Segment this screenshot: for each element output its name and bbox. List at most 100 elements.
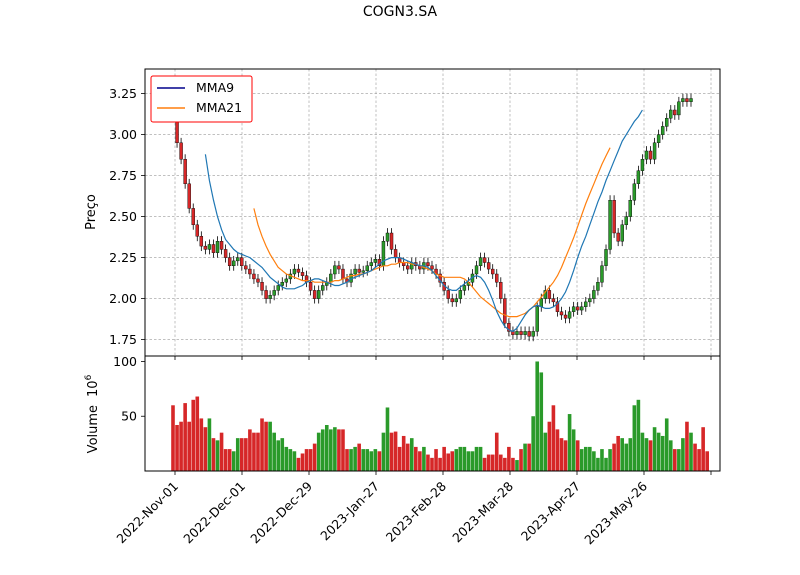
x-tick-label: 2023-May-26 xyxy=(581,478,650,547)
volume-bar xyxy=(539,372,544,471)
x-tick-label: 2022-Nov-01 xyxy=(113,479,181,547)
volume-bar xyxy=(405,443,410,471)
candle-body xyxy=(491,268,495,275)
volume-bars xyxy=(171,361,709,471)
volume-bar xyxy=(486,454,491,471)
candle-body xyxy=(219,240,224,250)
candle-body xyxy=(373,259,378,263)
candle-body xyxy=(681,98,685,102)
candle-body xyxy=(187,183,191,209)
volume-bar xyxy=(583,446,588,471)
volume-bar xyxy=(187,421,191,471)
candle-body xyxy=(604,249,608,266)
candle-body xyxy=(312,290,317,299)
volume-y-label-power: 6 xyxy=(84,374,94,380)
x-tick-label: 2023-Mar-28 xyxy=(449,478,516,545)
candle-body xyxy=(559,311,564,316)
volume-bar xyxy=(430,457,434,471)
volume-bar xyxy=(207,418,212,471)
candle-body xyxy=(551,298,556,303)
volume-bar xyxy=(199,418,204,471)
volume-bar xyxy=(648,440,653,471)
volume-bar xyxy=(409,438,414,471)
volume-bar xyxy=(239,438,244,471)
candle-body xyxy=(430,265,434,270)
candle-body xyxy=(535,306,539,332)
volume-bar xyxy=(304,449,309,471)
volume-bar xyxy=(551,405,556,471)
candle-body xyxy=(673,109,677,116)
price-ytick-label: 1.75 xyxy=(109,332,137,347)
candle-body xyxy=(406,265,410,270)
x-tick-label: 2023-Apr-27 xyxy=(518,479,583,544)
volume-bar xyxy=(527,443,531,471)
volume-bar xyxy=(507,446,511,471)
volume-bar xyxy=(179,421,183,471)
candle-body xyxy=(539,298,543,308)
volume-ytick-label: 50 xyxy=(121,409,137,424)
volume-bar xyxy=(357,443,361,471)
volume-bar xyxy=(531,416,535,471)
volume-bar xyxy=(365,449,370,471)
candle-body xyxy=(361,270,365,273)
volume-bar xyxy=(393,431,398,471)
volume-bar xyxy=(219,432,224,471)
candle-body xyxy=(292,268,297,275)
candle-body xyxy=(677,101,681,116)
volume-bar xyxy=(567,414,572,471)
volume-bar xyxy=(620,438,625,471)
candle-body xyxy=(652,142,657,160)
candle-body xyxy=(596,282,600,291)
candle-body xyxy=(685,98,689,102)
volume-plot-frame xyxy=(144,355,721,472)
volume-bar xyxy=(353,446,357,471)
candle-body xyxy=(240,257,244,267)
volume-bar xyxy=(397,446,402,471)
legend-mma9-label: MMA9 xyxy=(196,80,234,95)
volume-y-axis: 50 100 xyxy=(113,354,145,424)
candle-body xyxy=(365,265,369,271)
candle-body xyxy=(183,158,187,184)
candle-body xyxy=(207,244,212,250)
volume-bar xyxy=(422,446,426,471)
volume-bar xyxy=(349,449,353,471)
candle-body xyxy=(369,262,373,266)
candle-body xyxy=(260,282,264,291)
volume-bar xyxy=(227,449,232,471)
volume-bar xyxy=(608,449,612,471)
candle-body xyxy=(616,232,620,242)
volume-bar xyxy=(264,421,268,471)
volume-bar xyxy=(600,449,604,471)
volume-bar xyxy=(377,451,382,471)
candle-body xyxy=(632,183,637,201)
volume-bar xyxy=(660,435,665,471)
candle-body xyxy=(523,331,527,335)
candle-body xyxy=(211,244,216,253)
candle-body xyxy=(458,290,463,299)
candle-body xyxy=(248,268,252,275)
candle-body xyxy=(179,142,183,160)
price-panel: 1.75 2.00 2.25 2.50 2.75 3.00 3.25 Preço MMA9 … xyxy=(84,68,721,357)
candle-body xyxy=(600,265,604,283)
volume-bar xyxy=(644,438,649,471)
volume-bar xyxy=(555,429,560,471)
volume-bar xyxy=(559,438,564,471)
volume-bar xyxy=(673,449,677,471)
volume-bar xyxy=(523,443,527,471)
volume-bar xyxy=(515,460,519,471)
candle-body xyxy=(628,199,632,217)
candle-body xyxy=(316,290,321,299)
candle-body xyxy=(580,306,584,311)
x-tick-label: 2023-Jan-27 xyxy=(317,479,382,544)
volume-bar xyxy=(268,421,272,471)
candle-body xyxy=(357,268,361,273)
candle-body xyxy=(256,278,260,283)
volume-bar xyxy=(414,446,418,471)
volume-bar xyxy=(701,427,705,471)
volume-bar xyxy=(373,449,378,471)
volume-bar xyxy=(466,451,471,471)
candle-body xyxy=(333,265,337,275)
candle-body xyxy=(656,134,661,144)
volume-bar xyxy=(628,438,633,471)
candle-body xyxy=(644,150,649,160)
